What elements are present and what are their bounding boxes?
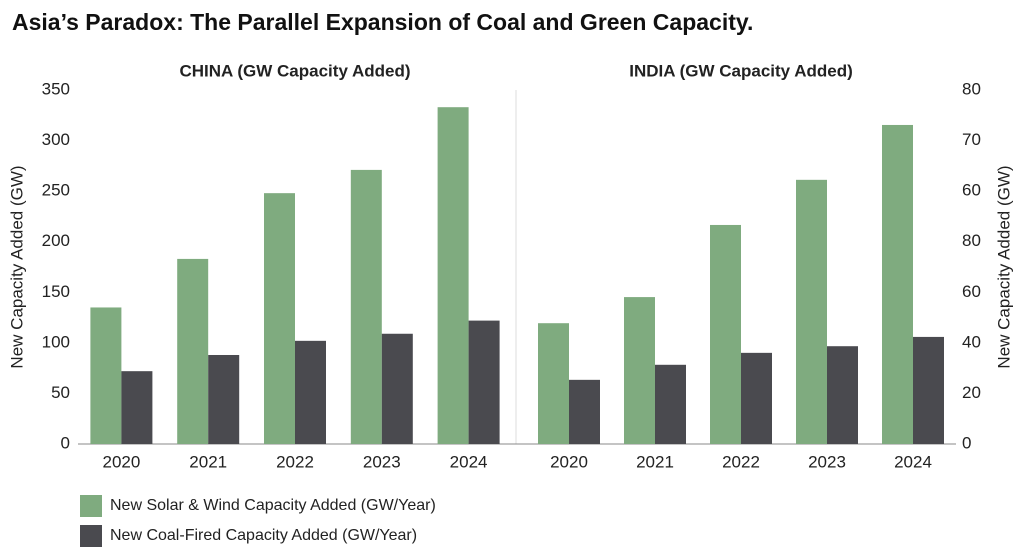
y-tick-label: 80: [962, 79, 981, 98]
y-tick-label: 20: [962, 383, 981, 402]
bar: [741, 352, 772, 444]
bar: [90, 307, 122, 444]
bar: [655, 364, 686, 444]
y-axis-label: New Capacity Added (GW): [7, 165, 26, 368]
bar: [437, 107, 469, 445]
bar: [913, 336, 944, 444]
bar: [710, 224, 741, 444]
y-tick-label: 60: [962, 282, 981, 301]
bar: [381, 333, 413, 444]
x-tick-label: 2021: [636, 452, 674, 471]
bar: [177, 258, 209, 444]
bar: [208, 354, 240, 444]
x-tick-label: 2020: [102, 452, 140, 471]
bar: [468, 320, 500, 444]
y-axis-label: New Capacity Added (GW): [994, 165, 1013, 368]
legend-label: New Solar & Wind Capacity Added (GW/Year…: [110, 497, 436, 514]
y-tick-label: 0: [962, 433, 971, 452]
bar: [827, 346, 858, 444]
legend-swatch: [80, 525, 102, 547]
x-tick-label: 2022: [276, 452, 314, 471]
bar: [624, 297, 655, 444]
panel-title: INDIA (GW Capacity Added): [629, 61, 853, 80]
legend-swatch: [80, 495, 102, 517]
bar: [295, 340, 326, 444]
bar: [569, 379, 600, 444]
y-tick-label: 60: [962, 181, 981, 200]
bar: [121, 371, 153, 444]
x-tick-label: 2020: [550, 452, 588, 471]
legend-label: New Coal-Fired Capacity Added (GW/Year): [110, 527, 417, 544]
y-tick-label: 50: [51, 383, 70, 402]
y-tick-label: 80: [962, 231, 981, 250]
chart-title: Asia’s Paradox: The Parallel Expansion o…: [12, 9, 753, 35]
panel-title: CHINA (GW Capacity Added): [179, 61, 410, 80]
x-tick-label: 2024: [450, 452, 488, 471]
bar: [264, 193, 295, 444]
bar: [882, 124, 913, 445]
x-tick-label: 2023: [363, 452, 401, 471]
x-tick-label: 2022: [722, 452, 760, 471]
x-tick-label: 2023: [808, 452, 846, 471]
bar: [538, 323, 569, 444]
y-tick-label: 70: [962, 130, 981, 149]
y-tick-label: 0: [61, 433, 70, 452]
bar: [796, 179, 827, 444]
bar: [350, 169, 382, 444]
y-tick-label: 100: [42, 332, 70, 351]
y-tick-label: 250: [42, 181, 70, 200]
y-tick-label: 40: [962, 332, 981, 351]
y-tick-label: 200: [42, 231, 70, 250]
x-tick-label: 2024: [894, 452, 932, 471]
y-tick-label: 150: [42, 282, 70, 301]
y-tick-label: 300: [42, 130, 70, 149]
x-tick-label: 2021: [189, 452, 227, 471]
y-tick-label: 350: [42, 79, 70, 98]
